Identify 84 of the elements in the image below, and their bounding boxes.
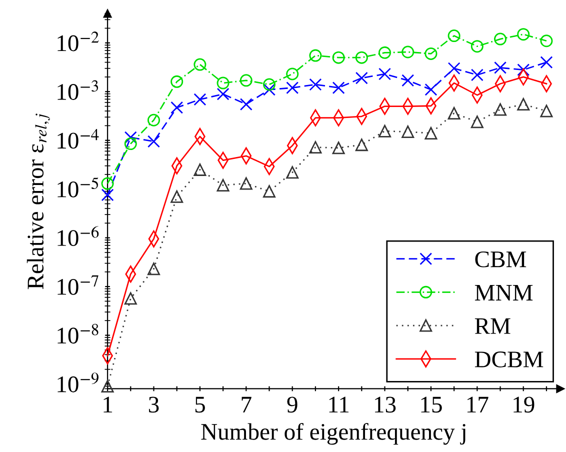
y-tick-label: 10$^{−5}$ <box>58 177 98 198</box>
point <box>286 68 299 80</box>
point <box>378 46 392 59</box>
x-tick-label: 19 <box>514 396 534 413</box>
point <box>332 142 345 154</box>
point <box>448 30 460 42</box>
x-tick-label: 5 <box>195 396 205 413</box>
x-axis-title: Number of eigenfrequency j <box>201 422 466 445</box>
point <box>170 190 184 203</box>
point <box>170 101 184 114</box>
point <box>470 40 484 53</box>
point <box>194 58 206 71</box>
point <box>240 98 252 111</box>
point <box>494 103 507 116</box>
point <box>309 49 322 62</box>
point <box>101 188 114 202</box>
point <box>124 131 137 144</box>
point <box>540 56 553 69</box>
point <box>101 380 114 392</box>
point <box>540 104 553 118</box>
y-axis-title: Relative error ε$_{rel,j}$ <box>26 114 50 290</box>
point <box>309 78 322 91</box>
x-tick-label: 7 <box>242 396 252 412</box>
point <box>355 138 368 152</box>
point <box>194 93 206 106</box>
y-tick-label: 10$^{−8}$ <box>58 324 98 344</box>
point <box>263 185 276 198</box>
point <box>124 292 137 305</box>
y-tick-label: 10$^{−9}$ <box>58 372 99 392</box>
point <box>355 72 368 84</box>
point <box>216 88 230 100</box>
point <box>517 64 530 76</box>
point <box>147 262 160 276</box>
legend-label: CBM <box>475 251 526 268</box>
x-tick-label: 17 <box>467 396 488 412</box>
point <box>378 68 392 80</box>
point <box>448 62 460 75</box>
point <box>424 47 438 60</box>
point <box>240 74 252 87</box>
point <box>494 32 507 46</box>
point <box>402 46 414 58</box>
y-tick-label: 10$^{−2}$ <box>58 31 99 52</box>
point <box>240 177 252 190</box>
point <box>355 51 368 64</box>
point <box>378 124 392 138</box>
point <box>147 114 160 126</box>
point <box>470 68 484 82</box>
x-tick-label: 9 <box>287 396 298 413</box>
x-tick-label: 3 <box>148 396 159 413</box>
y-tick-label: 10$^{−6}$ <box>58 226 99 246</box>
point <box>263 78 276 91</box>
legend-label: RM <box>474 318 510 334</box>
point <box>216 178 230 192</box>
point <box>540 34 553 48</box>
point <box>332 82 345 94</box>
x-tick-label: 11 <box>329 396 349 412</box>
point <box>402 74 414 87</box>
y-tick-label: 10$^{−7}$ <box>58 275 98 295</box>
point <box>309 141 322 154</box>
point <box>124 138 137 150</box>
point <box>147 135 160 148</box>
point <box>286 166 299 179</box>
point <box>101 177 114 190</box>
point <box>263 83 276 96</box>
x-tick-label: 13 <box>375 396 396 413</box>
x-tick-label: 1 <box>104 396 112 412</box>
point <box>402 126 414 138</box>
point <box>332 51 345 64</box>
legend-label: MNM <box>474 284 533 300</box>
point <box>494 61 507 74</box>
point <box>424 126 438 140</box>
point <box>424 83 438 96</box>
point <box>194 163 206 176</box>
point <box>470 116 484 128</box>
point <box>517 28 530 41</box>
point <box>216 76 230 90</box>
x-tick-label: 15 <box>421 396 442 413</box>
legend-label: DCBM <box>474 352 544 368</box>
y-tick-label: 10$^{−4}$ <box>58 128 99 149</box>
point <box>517 98 530 111</box>
point <box>170 75 184 88</box>
point <box>286 82 299 94</box>
point <box>448 106 460 120</box>
y-tick-label: 10$^{−3}$ <box>58 80 98 100</box>
